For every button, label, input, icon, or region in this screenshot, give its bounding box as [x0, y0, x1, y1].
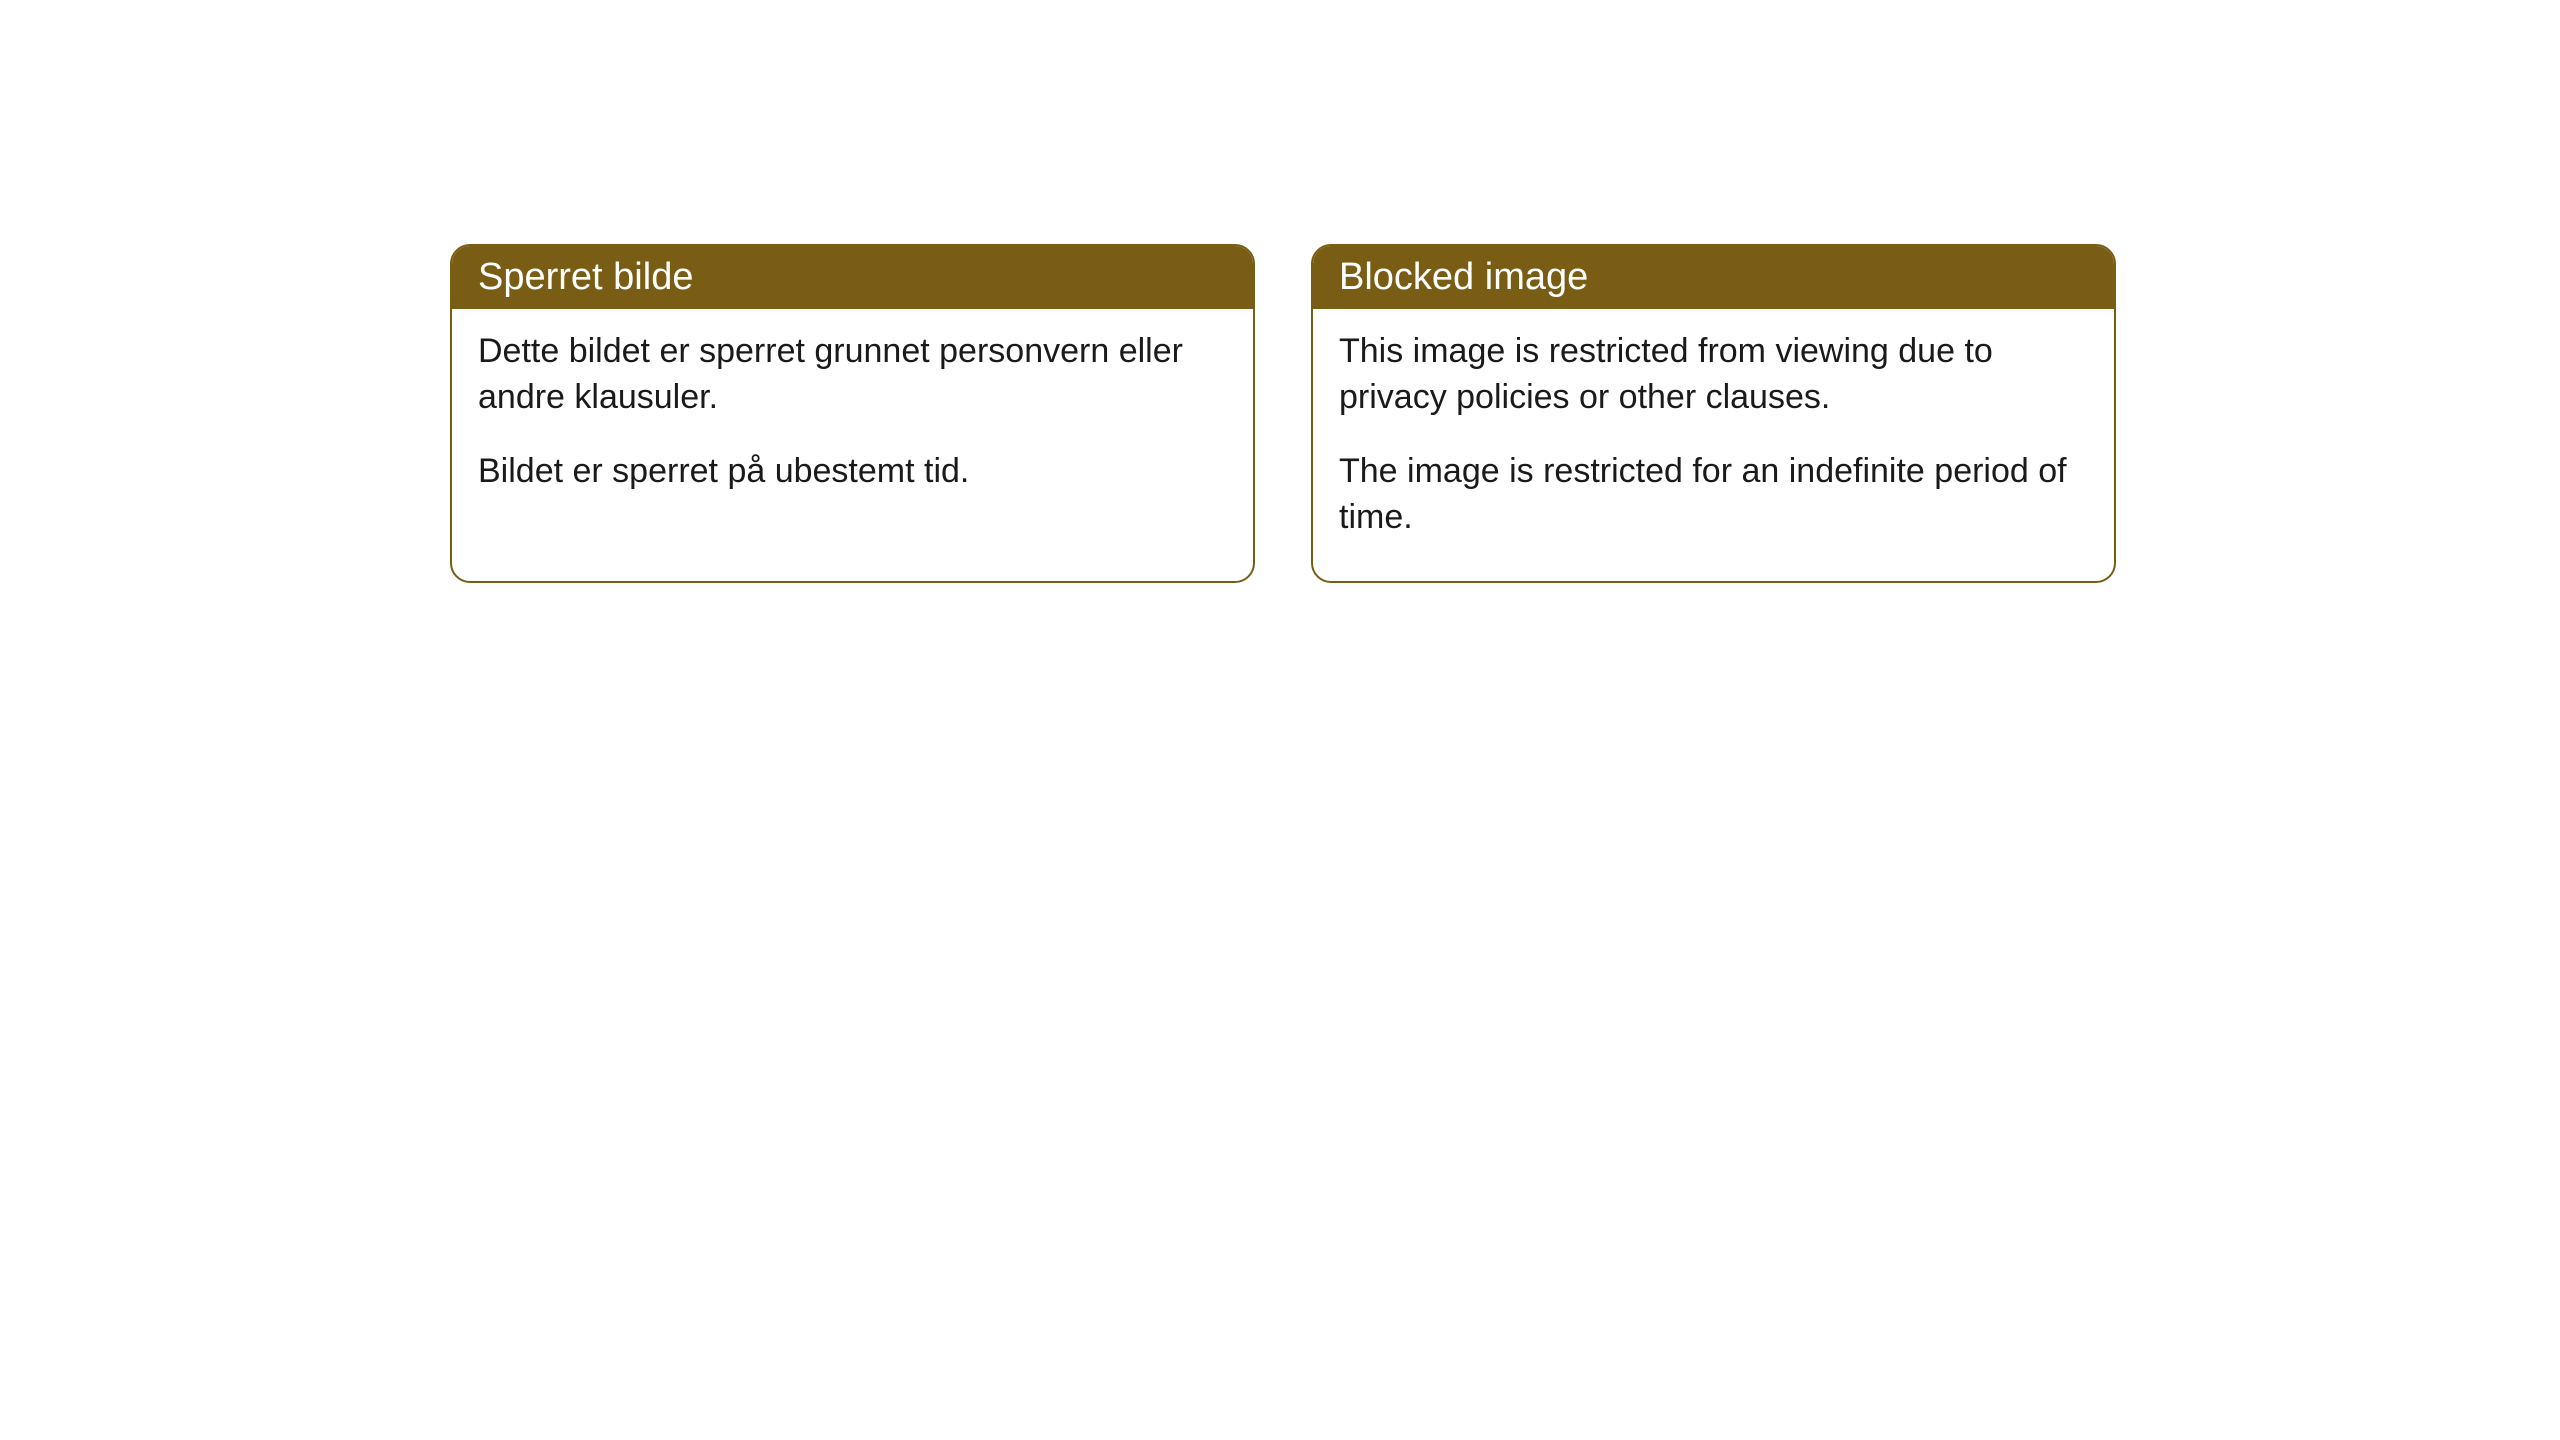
card-paragraph-no-2: Bildet er sperret på ubestemt tid. — [478, 449, 1227, 495]
blocked-image-card-no: Sperret bilde Dette bildet er sperret gr… — [450, 244, 1255, 583]
card-title-en: Blocked image — [1339, 256, 1588, 298]
card-paragraph-en-1: This image is restricted from viewing du… — [1339, 329, 2088, 421]
card-title-no: Sperret bilde — [478, 256, 693, 298]
card-paragraph-no-1: Dette bildet er sperret grunnet personve… — [478, 329, 1227, 421]
card-header-no: Sperret bilde — [452, 246, 1253, 309]
card-header-en: Blocked image — [1313, 246, 2114, 309]
card-paragraph-en-2: The image is restricted for an indefinit… — [1339, 449, 2088, 541]
blocked-image-card-en: Blocked image This image is restricted f… — [1311, 244, 2116, 583]
card-body-no: Dette bildet er sperret grunnet personve… — [452, 309, 1253, 535]
notice-cards-container: Sperret bilde Dette bildet er sperret gr… — [450, 244, 2116, 583]
card-body-en: This image is restricted from viewing du… — [1313, 309, 2114, 581]
